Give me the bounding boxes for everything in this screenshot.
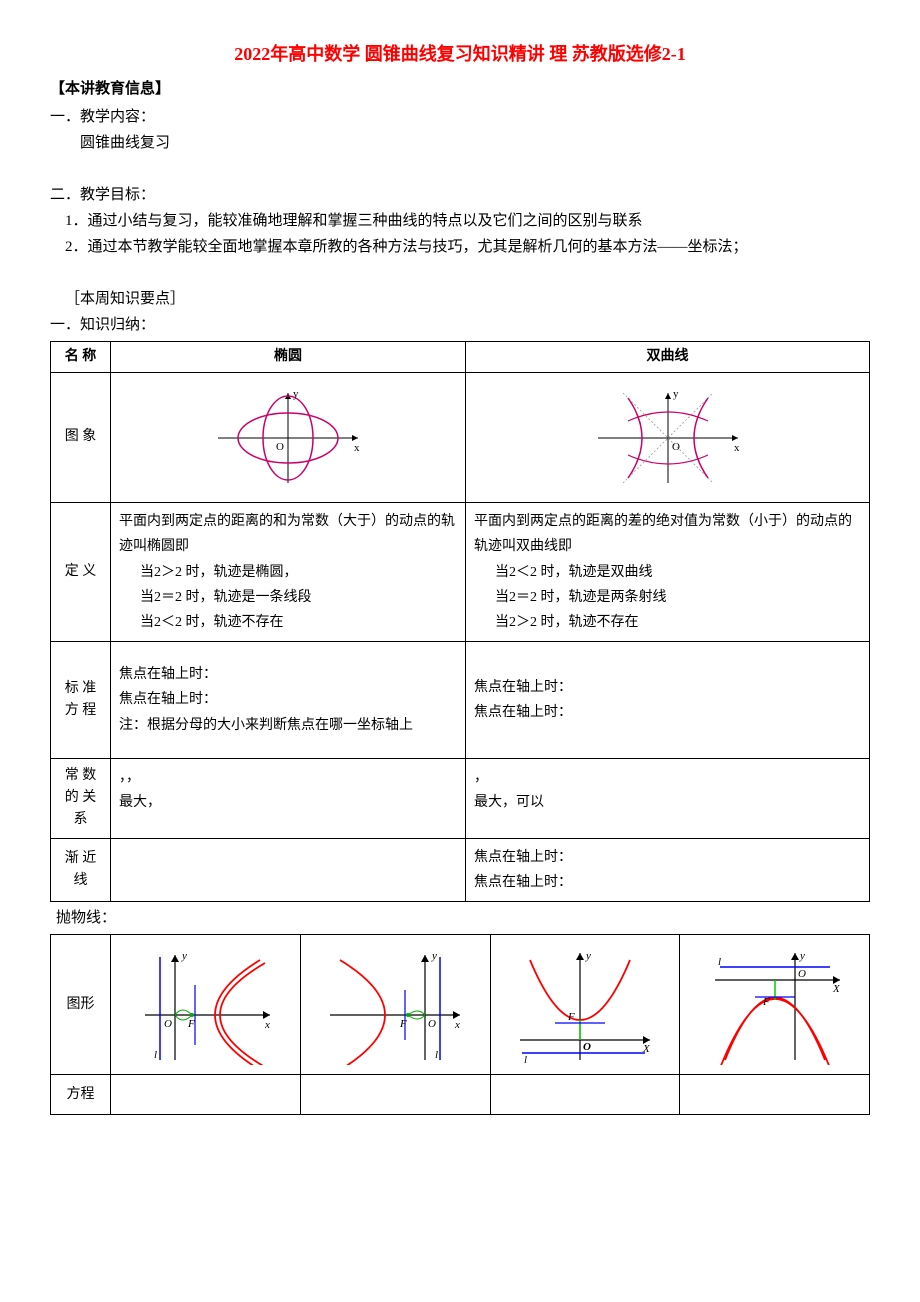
svg-text:l: l xyxy=(435,1049,438,1061)
svg-text:O: O xyxy=(583,1041,591,1053)
summary-title: 一．知识归纳： xyxy=(50,313,870,337)
section1-content: 圆锥曲线复习 xyxy=(50,131,870,155)
parabola-eq-1 xyxy=(111,1075,301,1115)
document-title: 2022年高中数学 圆锥曲线复习知识精讲 理 苏教版选修2-1 xyxy=(50,40,870,69)
svg-text:F: F xyxy=(762,996,770,1008)
svg-text:y: y xyxy=(431,950,437,962)
parabola-left-graph: x y O F l xyxy=(320,945,470,1065)
hyperbola-graph: x y O xyxy=(578,383,758,493)
parabola-up-graph: F X y O l xyxy=(510,945,660,1065)
ellipse-std-1: 焦点在轴上时： xyxy=(119,662,457,687)
hyperbola-def-cell: 平面内到两定点的距离的差的绝对值为常数（小于）的动点的轨迹叫双曲线即 当2＜2 … xyxy=(466,503,870,642)
goal-2: 2．通过本节教学能较全面地掌握本章所教的各种方法与技巧，尤其是解析几何的基本方法… xyxy=(50,235,870,259)
row-std-label: 标 准方 程 xyxy=(51,642,111,759)
hyperbola-def-3: 当2＝2 时，轨迹是两条射线 xyxy=(474,585,861,610)
row-def-label: 定 义 xyxy=(51,503,111,642)
ellipse-graph: x y O xyxy=(198,383,378,493)
col-hyperbola-header: 双曲线 xyxy=(466,341,870,372)
hyperbola-def-2: 当2＜2 时，轨迹是双曲线 xyxy=(474,560,861,585)
svg-text:x: x xyxy=(734,442,740,454)
svg-text:F: F xyxy=(567,1011,575,1023)
parabola-eq-4 xyxy=(680,1075,870,1115)
hyperbola-std-2: 焦点在轴上时： xyxy=(474,700,861,725)
section1-title: 一．教学内容： xyxy=(50,105,870,129)
hyperbola-std-1: 焦点在轴上时： xyxy=(474,675,861,700)
svg-text:F: F xyxy=(187,1018,195,1030)
ellipse-graph-cell: x y O xyxy=(111,373,466,503)
svg-text:X: X xyxy=(642,1043,651,1055)
svg-text:y: y xyxy=(673,388,679,400)
hyperbola-asym-1: 焦点在轴上时： xyxy=(474,845,861,870)
hyperbola-asym-cell: 焦点在轴上时： 焦点在轴上时： xyxy=(466,838,870,901)
hyperbola-const-2: 最大，可以 xyxy=(474,790,861,815)
svg-text:O: O xyxy=(672,441,680,453)
svg-text:l: l xyxy=(154,1049,157,1061)
hyperbola-const-1: ， xyxy=(474,765,861,790)
knowledge-header: ［本周知识要点］ xyxy=(50,287,870,311)
svg-text:x: x xyxy=(454,1019,460,1031)
ellipse-def-1: 平面内到两定点的距离的和为常数（大于）的动点的轨迹叫椭圆即 xyxy=(119,509,457,559)
parabola-row-eq-label: 方程 xyxy=(51,1075,111,1115)
row-asym-label: 渐 近线 xyxy=(51,838,111,901)
svg-text:y: y xyxy=(181,950,187,962)
col-name-header: 名 称 xyxy=(51,341,111,372)
section2-title: 二．教学目标： xyxy=(50,183,870,207)
svg-text:O: O xyxy=(798,968,806,980)
ellipse-std-2: 焦点在轴上时： xyxy=(119,687,457,712)
parabola-row-graph-label: 图形 xyxy=(51,935,111,1075)
ellipse-def-2: 当2＞2 时，轨迹是椭圆， xyxy=(119,560,457,585)
svg-text:x: x xyxy=(264,1019,270,1031)
ellipse-asym-cell xyxy=(111,838,466,901)
svg-text:X: X xyxy=(832,983,841,995)
svg-text:O: O xyxy=(164,1018,172,1030)
ellipse-std-3: 注：根据分母的大小来判断焦点在哪一坐标轴上 xyxy=(119,713,457,738)
ellipse-def-cell: 平面内到两定点的距离的和为常数（大于）的动点的轨迹叫椭圆即 当2＞2 时，轨迹是… xyxy=(111,503,466,642)
col-ellipse-header: 椭圆 xyxy=(111,341,466,372)
parabola-eq-2 xyxy=(300,1075,490,1115)
ellipse-def-3: 当2＝2 时，轨迹是一条线段 xyxy=(119,585,457,610)
hyperbola-graph-cell: x y O xyxy=(466,373,870,503)
hyperbola-const-cell: ， 最大，可以 xyxy=(466,758,870,838)
goal-1: 1．通过小结与复习，能较准确地理解和掌握三种曲线的特点以及它们之间的区别与联系 xyxy=(50,209,870,233)
svg-text:y: y xyxy=(799,950,805,962)
svg-text:x: x xyxy=(354,442,360,454)
ellipse-const-1: ，， xyxy=(119,765,457,790)
parabola-4-cell: F X y O l xyxy=(680,935,870,1075)
parabola-2-cell: x y O F l xyxy=(300,935,490,1075)
parabola-1-cell: x y O F l xyxy=(111,935,301,1075)
parabola-down-graph: F X y O l xyxy=(700,945,850,1065)
row-const-label: 常 数的 关系 xyxy=(51,758,111,838)
svg-text:y: y xyxy=(293,388,299,400)
ellipse-std-cell: 焦点在轴上时： 焦点在轴上时： 注：根据分母的大小来判断焦点在哪一坐标轴上 xyxy=(111,642,466,759)
parabola-label: 抛物线： xyxy=(50,906,870,930)
svg-text:l: l xyxy=(524,1054,527,1065)
hyperbola-def-1: 平面内到两定点的距离的差的绝对值为常数（小于）的动点的轨迹叫双曲线即 xyxy=(474,509,861,559)
svg-text:O: O xyxy=(428,1018,436,1030)
ellipse-const-cell: ，， 最大， xyxy=(111,758,466,838)
ellipse-def-4: 当2＜2 时，轨迹不存在 xyxy=(119,610,457,635)
edu-info-header: 【本讲教育信息】 xyxy=(50,77,870,101)
conic-comparison-table: 名 称 椭圆 双曲线 图 象 x y O xyxy=(50,341,870,902)
svg-text:F: F xyxy=(399,1018,407,1030)
svg-text:O: O xyxy=(276,441,284,453)
parabola-3-cell: F X y O l xyxy=(490,935,680,1075)
svg-text:l: l xyxy=(718,956,721,968)
ellipse-const-2: 最大， xyxy=(119,790,457,815)
parabola-right-graph: x y O F l xyxy=(130,945,280,1065)
hyperbola-std-cell: 焦点在轴上时： 焦点在轴上时： xyxy=(466,642,870,759)
hyperbola-def-4: 当2＞2 时，轨迹不存在 xyxy=(474,610,861,635)
row-graph-label: 图 象 xyxy=(51,373,111,503)
svg-text:y: y xyxy=(585,950,591,962)
parabola-eq-3 xyxy=(490,1075,680,1115)
hyperbola-asym-2: 焦点在轴上时： xyxy=(474,870,861,895)
parabola-table: 图形 x y O F l xyxy=(50,934,870,1115)
